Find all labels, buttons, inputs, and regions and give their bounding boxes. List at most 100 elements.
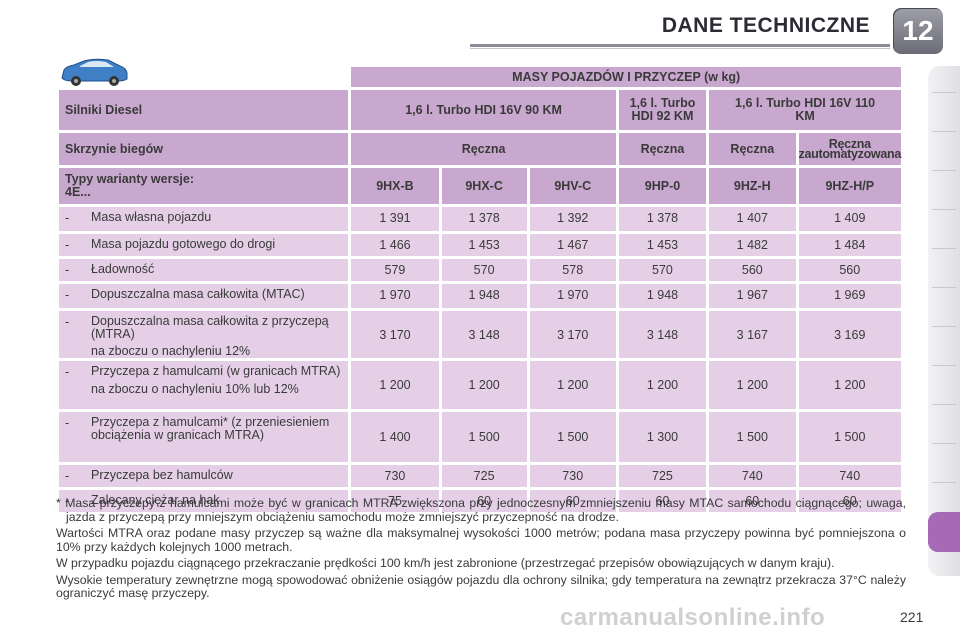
table-cell: 1 378 <box>441 207 527 231</box>
table-cell: 3 169 <box>798 311 901 358</box>
row-label: - Przyczepa z hamulcami* (z przeniesienie… <box>65 416 348 442</box>
table-cell: 60 <box>618 490 707 512</box>
table-cell: 1 200 <box>618 361 707 409</box>
footnote: * Masa przyczepy z hamulcami może być w … <box>56 496 906 524</box>
table-cell: 1 500 <box>798 412 901 462</box>
row-label-text: Przyczepa z hamulcami (w granicach MTRA) <box>91 364 341 378</box>
table-row: - Przyczepa z hamulcami (w granicach MTRA… <box>59 361 901 409</box>
table-row: - Dopuszczalna masa całkowita (MTAC) 1 970… <box>59 284 901 308</box>
header-rule-thin <box>470 48 890 49</box>
footnote: Wysokie temperatury zewnętrzne mogą spow… <box>56 572 906 600</box>
table-cell: 570 <box>618 259 707 281</box>
row-label-cell: - Przyczepa z hamulcami* (z przeniesienie… <box>59 412 349 462</box>
row-label: - Zalecany ciężar na hak <box>65 493 348 509</box>
table-cell: 1 407 <box>709 207 796 231</box>
row-label-text: Dopuszczalna masa całkowita (MTAC) <box>91 287 305 301</box>
table-cell: 1 482 <box>709 234 796 256</box>
type-header: 9HV-C <box>529 168 616 204</box>
row-dash: - <box>65 315 70 329</box>
table-cell: 730 <box>351 465 439 487</box>
types-label: Typy warianty wersje: 4E... <box>59 168 349 204</box>
table-cell: 1 400 <box>351 412 439 462</box>
row-sublabel: na zboczu o nachyleniu 12% <box>91 344 251 358</box>
gearbox-header: Ręczna zautomatyzowana <box>798 133 901 165</box>
row-dash: - <box>65 494 70 508</box>
table-cell: 1 453 <box>441 234 527 256</box>
row-label-text: Przyczepa bez hamulców <box>91 468 233 482</box>
row-label: - Przyczepa bez hamulców <box>65 468 348 484</box>
chapter-badge: 12 <box>893 8 943 54</box>
table-cell: 1 969 <box>798 284 901 308</box>
page-number: 221 <box>900 609 924 625</box>
table-cell: 1 409 <box>798 207 901 231</box>
table-cell: 3 170 <box>529 311 616 358</box>
row-label-cell: - Ładowność <box>59 259 349 281</box>
row-label-text: Zalecany ciężar na hak <box>91 493 220 507</box>
table-cell: 1 467 <box>529 234 616 256</box>
section-title: DANE TECHNICZNE <box>661 14 870 37</box>
tab-divider <box>932 482 956 483</box>
table-row: - Przyczepa z hamulcami* (z przeniesienie… <box>59 412 901 462</box>
tab-divider <box>932 404 956 405</box>
footnotes: * Masa przyczepy z hamulcami może być w … <box>56 496 906 604</box>
table-cell: 1 500 <box>529 412 616 462</box>
tab-divider <box>932 170 956 171</box>
table-row: - Przyczepa bez hamulców 730 725 730 725 740 74… <box>59 465 901 487</box>
row-label-cell: - Dopuszczalna masa całkowita z przyczepą… <box>59 311 349 358</box>
footnote: W przypadku pojazdu ciągnącego przekracz… <box>56 556 835 570</box>
chapter-tab-active[interactable] <box>928 512 960 552</box>
engine-header: 1,6 l. Turbo HDI 16V 110 KM <box>709 90 901 130</box>
row-label-cell: - Dopuszczalna masa całkowita (MTAC) <box>59 284 349 308</box>
row-label-text: Masa własna pojazdu <box>91 210 212 224</box>
row-label: - Dopuszczalna masa całkowita z przyczepą… <box>65 315 348 341</box>
table-row: - Dopuszczalna masa całkowita z przyczepą… <box>59 311 901 358</box>
row-dash: - <box>65 365 70 379</box>
row-label: - Przyczepa z hamulcami (w granicach MTRA… <box>65 364 348 380</box>
types-label-line: Typy warianty wersje: <box>65 172 194 186</box>
table-cell: 60 <box>798 490 901 512</box>
row-label-text: Dopuszczalna masa całkowita z przyczepą … <box>91 314 329 341</box>
row-label-text: Przyczepa z hamulcami* (z przeniesieniem… <box>91 415 330 442</box>
type-header: 9HZ-H/P <box>798 168 901 204</box>
row-label-cell: - Przyczepa z hamulcami (w granicach MTRA… <box>59 361 349 409</box>
row-label: - Masa własna pojazdu <box>65 210 348 226</box>
tab-divider <box>932 248 956 249</box>
gearbox-header: Ręczna <box>709 133 796 165</box>
type-header: 9HZ-H <box>709 168 796 204</box>
watermark: carmanualsonline.info <box>560 604 826 631</box>
page-header: DANE TECHNICZNE 12 <box>0 0 960 56</box>
table-cell: 1 948 <box>441 284 527 308</box>
table-cell: 1 200 <box>529 361 616 409</box>
table-cell: 1 378 <box>618 207 707 231</box>
row-label: - Ładowność <box>65 262 348 278</box>
table-cell: 1 466 <box>351 234 439 256</box>
type-header: 9HX-B <box>351 168 439 204</box>
tab-divider <box>932 443 956 444</box>
table-cell: 1 200 <box>441 361 527 409</box>
table-cell: 1 500 <box>441 412 527 462</box>
row-label-text: Ładowność <box>91 262 155 276</box>
table-cell: 730 <box>529 465 616 487</box>
table-cell: 3 167 <box>709 311 796 358</box>
gearbox-header: Ręczna <box>618 133 707 165</box>
table-cell: 1 484 <box>798 234 901 256</box>
types-label-line: 4E... <box>65 185 91 199</box>
table-cell: 75 <box>351 490 439 512</box>
table-row: - Zalecany ciężar na hak 75 60 60 60 60 60 <box>59 490 901 512</box>
table-cell: 570 <box>441 259 527 281</box>
table-cell: 60 <box>709 490 796 512</box>
table-cell: 560 <box>709 259 796 281</box>
table-cell: 1 300 <box>618 412 707 462</box>
row-label-cell: - Masa pojazdu gotowego do drogi <box>59 234 349 256</box>
tab-divider <box>932 326 956 327</box>
table-cell: 1 970 <box>529 284 616 308</box>
table-cell: 60 <box>441 490 527 512</box>
table-cell: 3 148 <box>618 311 707 358</box>
table-cell: 725 <box>441 465 527 487</box>
row-dash: - <box>65 469 70 483</box>
table-row: - Masa pojazdu gotowego do drogi 1 466 1 45… <box>59 234 901 256</box>
table-cell: 1 970 <box>351 284 439 308</box>
table-cell: 1 392 <box>529 207 616 231</box>
row-label-cell: - Przyczepa bez hamulców <box>59 465 349 487</box>
row-label: - Masa pojazdu gotowego do drogi <box>65 238 348 253</box>
